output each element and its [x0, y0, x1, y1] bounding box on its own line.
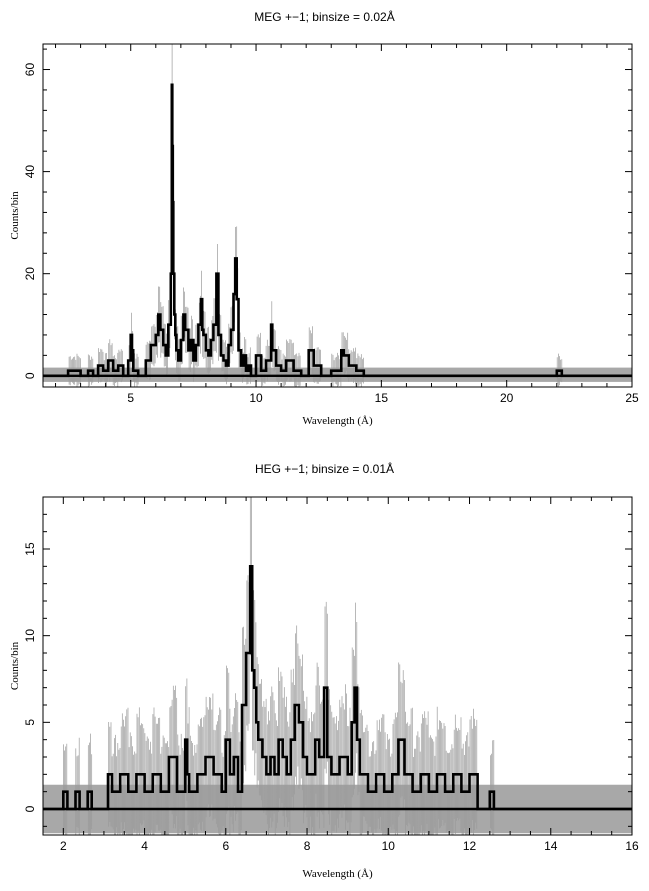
- y-axis-label: Counts/bin: [9, 641, 21, 690]
- plot-area: [43, 44, 632, 387]
- series-line-counts: [43, 565, 632, 811]
- x-tick-label: 12: [463, 839, 477, 853]
- chart-title-meg: MEG +−1; binsize = 0.02Å: [254, 10, 395, 24]
- y-tick-label: 5: [23, 719, 37, 726]
- x-tick-label: 8: [304, 839, 311, 853]
- y-tick-label: 20: [23, 267, 37, 281]
- series-line-counts: [43, 83, 632, 378]
- plot-frame: [42, 43, 633, 388]
- x-axis-label: Wavelength (Å): [302, 415, 373, 427]
- x-tick-label: 20: [500, 391, 514, 405]
- chart-panel-meg: 5 10 15 20 25 0 20 40 60 Wavelength (Å) Counts/bin: [9, 43, 639, 427]
- x-tick-label: 15: [375, 391, 389, 405]
- x-tick-label: 14: [544, 839, 558, 853]
- x-tick-label: 10: [249, 391, 263, 405]
- chart-panel-heg: 2 4 6 8 10 12 14 16 0 5 10 15 Wavelength (Å) Counts/b…: [9, 496, 639, 880]
- plot-area: [43, 497, 632, 835]
- x-axis-label: Wavelength (Å): [302, 868, 373, 880]
- y-tick-label: 0: [23, 372, 37, 379]
- x-tick-label: 2: [60, 839, 67, 853]
- x-tick-label: 4: [141, 839, 148, 853]
- error-whiskers: [68, 44, 563, 387]
- chart-title-heg: HEG +−1; binsize = 0.01Å: [254, 462, 395, 476]
- x-tick-label: 25: [625, 391, 639, 405]
- x-tick-label: 10: [382, 839, 396, 853]
- y-axis-label: Counts/bin: [9, 191, 21, 240]
- x-tick-label: 16: [625, 839, 639, 853]
- y-tick-label: 0: [23, 805, 37, 812]
- y-tick-label: 40: [23, 165, 37, 179]
- y-tick-label: 15: [23, 542, 37, 556]
- x-tick-label: 5: [127, 391, 134, 405]
- plot-frame: [42, 496, 633, 836]
- y-tick-label: 60: [23, 63, 37, 77]
- x-tick-label: 6: [222, 839, 229, 853]
- y-tick-label: 10: [23, 629, 37, 643]
